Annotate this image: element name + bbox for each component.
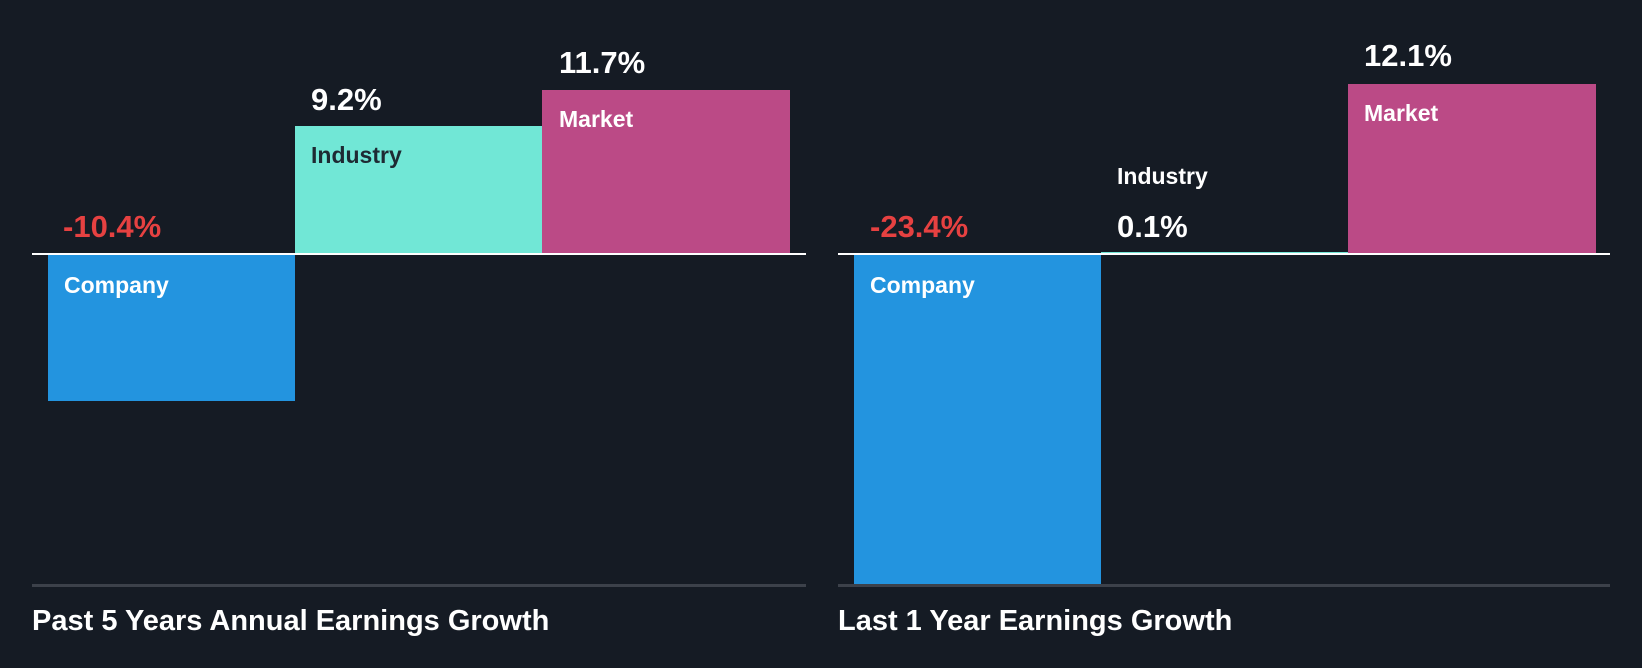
bar-label-industry: Industry — [1117, 163, 1208, 189]
chart-title: Past 5 Years Annual Earnings Growth — [32, 605, 550, 637]
value-company: -23.4% — [870, 209, 969, 244]
bar-industry — [295, 126, 542, 253]
value-market: 11.7% — [559, 45, 646, 80]
value-industry: 0.1% — [1117, 209, 1188, 244]
bar-label-company: Company — [64, 272, 169, 298]
bar-market — [1348, 84, 1596, 253]
bar-market — [542, 90, 790, 253]
chart-title: Last 1 Year Earnings Growth — [838, 605, 1233, 637]
bar-company — [48, 255, 295, 401]
bar-label-market: Market — [1364, 100, 1439, 126]
zero-baseline — [838, 253, 1610, 255]
axis-bottom-line — [838, 584, 1610, 587]
value-market: 12.1% — [1364, 38, 1452, 73]
value-company: -10.4% — [63, 209, 162, 244]
chart-past-5-years: Company -10.4% Industry 9.2% Market 11.7… — [0, 0, 820, 668]
bar-label-company: Company — [870, 272, 975, 298]
value-industry: 9.2% — [311, 82, 382, 117]
bar-company — [854, 255, 1101, 584]
bar-label-market: Market — [559, 106, 634, 132]
bar-label-industry: Industry — [311, 142, 402, 168]
axis-bottom-line — [32, 584, 806, 587]
zero-baseline — [32, 253, 806, 255]
bar-industry — [1101, 252, 1348, 253]
